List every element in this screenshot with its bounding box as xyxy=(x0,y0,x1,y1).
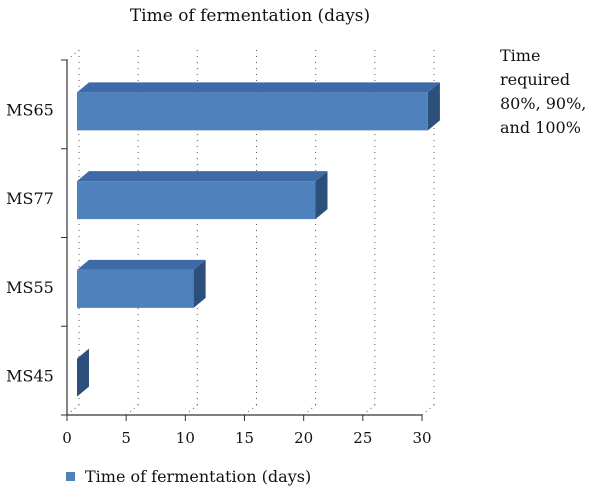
category-label-MS65: MS65 xyxy=(6,100,54,119)
axis-labels: 0 5 10 15 20 25 30 MS65 MS77 MS55 MS45 xyxy=(6,100,431,447)
category-label-MS55: MS55 xyxy=(6,278,54,297)
bar-MS55 xyxy=(77,269,194,308)
bar-side-MS77 xyxy=(315,171,328,220)
category-label-MS77: MS77 xyxy=(6,189,54,208)
back-edge xyxy=(66,49,80,61)
x-tick-label-30: 30 xyxy=(412,429,431,447)
legend: Time of fermentation (days) xyxy=(66,467,311,486)
x-tick-label-15: 15 xyxy=(235,429,254,447)
bar-side-MS45 xyxy=(77,348,89,397)
floor-line-25 xyxy=(362,404,376,416)
x-tick-label-20: 20 xyxy=(294,429,313,447)
chart-title: Time of fermentation (days) xyxy=(129,6,371,26)
x-tick-label-5: 5 xyxy=(121,429,131,447)
x-tick-label-0: 0 xyxy=(62,429,72,447)
floor-line-30 xyxy=(421,404,435,416)
bar-side-MS65 xyxy=(427,82,440,131)
axes xyxy=(61,59,423,421)
category-label-MS45: MS45 xyxy=(6,367,54,386)
legend-label: Time of fermentation (days) xyxy=(85,467,312,486)
floor-line-20 xyxy=(303,404,316,416)
bar-top-MS65 xyxy=(77,82,440,93)
x-tick-label-10: 10 xyxy=(176,429,195,447)
bars xyxy=(77,82,440,397)
floor-line-0 xyxy=(66,404,80,416)
floor-line-15 xyxy=(244,404,257,416)
floor-line-5 xyxy=(125,404,139,416)
bar-side-MS55 xyxy=(193,259,206,308)
bar-top-MS77 xyxy=(77,171,328,182)
bar-MS77 xyxy=(77,181,316,220)
floor-line-10 xyxy=(185,404,198,416)
x-tick-label-25: 25 xyxy=(353,429,372,447)
bar-top-MS55 xyxy=(77,259,206,270)
annotation-note: Time required 80%, 90%, and 100% xyxy=(500,46,587,137)
legend-swatch xyxy=(66,472,75,481)
bar-MS65 xyxy=(77,92,428,131)
